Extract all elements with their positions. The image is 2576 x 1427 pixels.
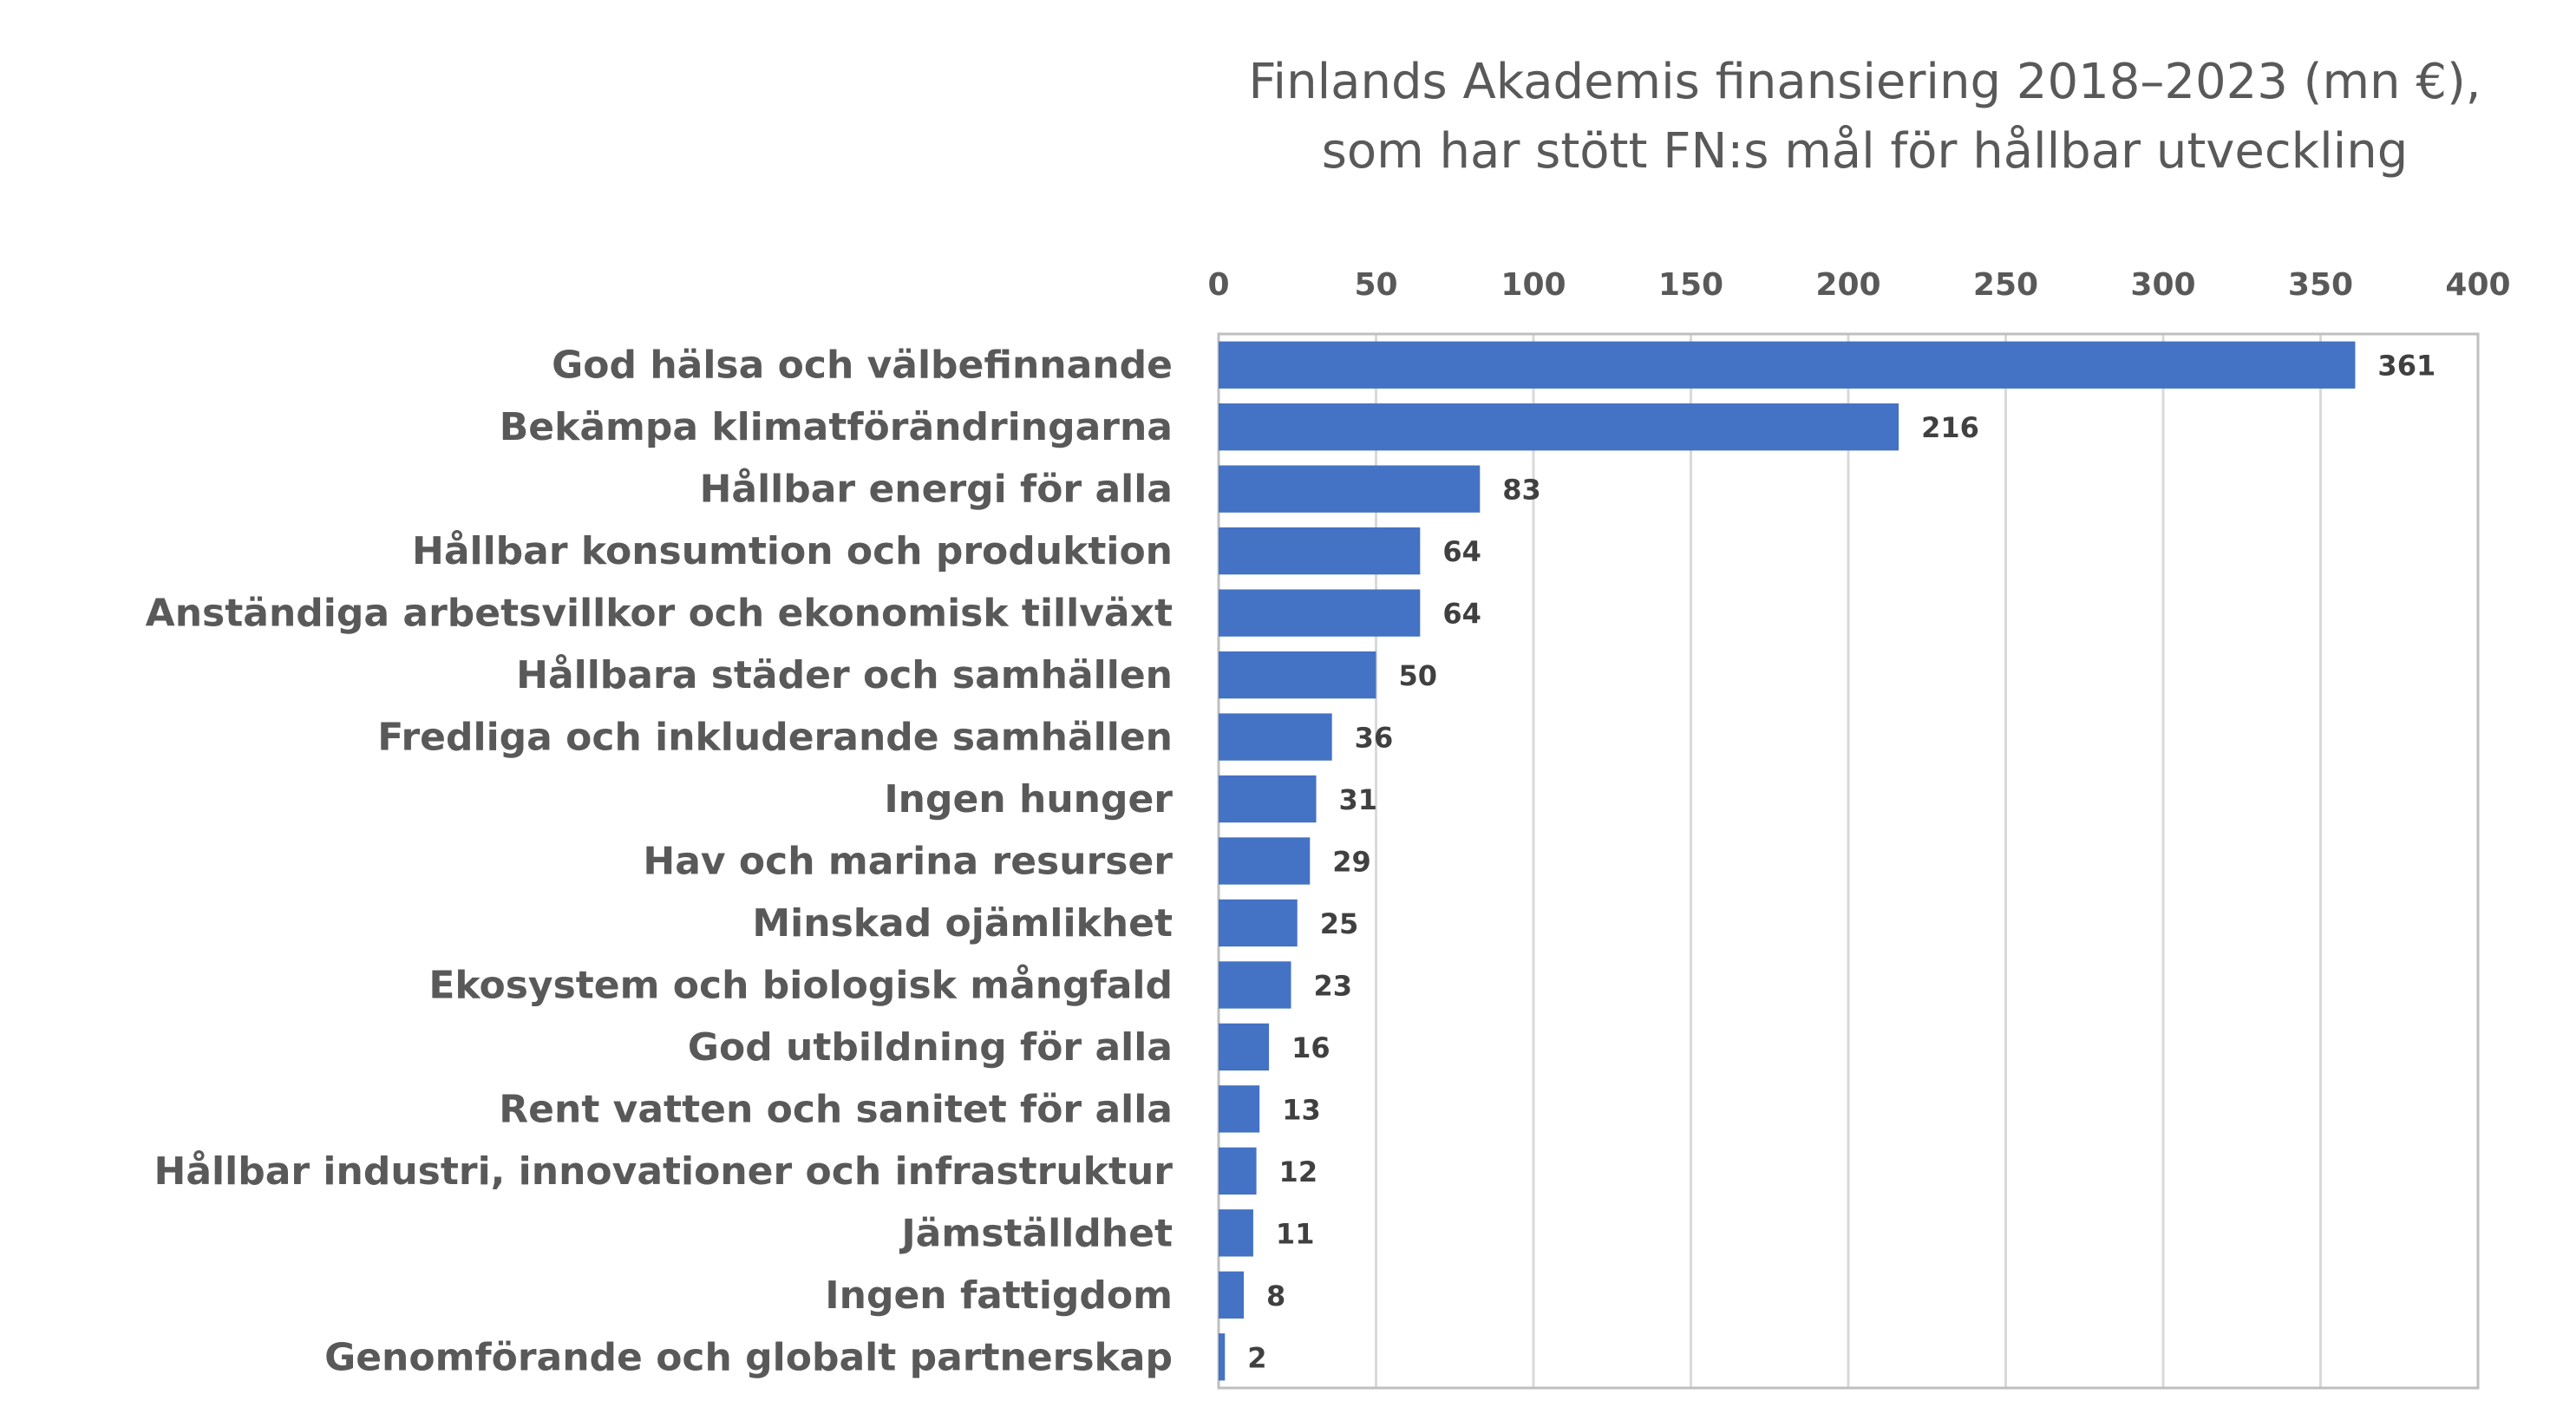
category-label: Anständiga arbetsvillkor och ekonomisk t… [146,592,1173,636]
category-label: Hållbar energi för alla [700,468,1173,512]
data-label: 12 [1279,1155,1318,1188]
data-label: 83 [1502,474,1541,507]
category-label: Ingen hunger [884,777,1173,822]
category-label: Fredliga och inkluderande samhällen [377,716,1173,760]
x-tick-label: 50 [1354,267,1397,303]
category-label: Jämställdhet [899,1211,1173,1255]
gridlines [1217,334,2480,1388]
data-label: 23 [1313,969,1352,1002]
data-label: 11 [1276,1217,1315,1250]
bar [1219,527,1421,575]
x-tick-label: 200 [1815,267,1880,303]
category-labels: God hälsa och välbefinnande Bekämpa klima… [146,344,1174,1380]
bar [1219,775,1317,823]
data-label: 64 [1442,535,1481,568]
category-label: Rent vatten och sanitet för alla [499,1087,1173,1131]
x-tick-label: 350 [2288,267,2353,303]
data-label: 50 [1399,659,1438,692]
category-label: God utbildning för alla [688,1025,1173,1070]
data-label: 361 [2377,350,2435,383]
bar [1219,1147,1257,1195]
bar [1219,651,1376,699]
data-label: 25 [1320,907,1359,940]
x-tick-label: 150 [1658,267,1723,303]
category-label: Hållbar konsumtion och produktion [412,529,1173,573]
bar [1219,713,1332,761]
data-label: 216 [1921,411,1979,444]
category-label: Hållbar industri, innovationer och infra… [154,1149,1174,1194]
category-label: Minskad ojämlikhet [752,901,1173,946]
x-tick-label: 250 [1973,267,2038,303]
category-label: Ingen fattigdom [825,1273,1173,1318]
data-label: 2 [1247,1341,1266,1374]
bar [1219,341,2356,389]
bar [1219,589,1421,637]
bar [1219,1271,1245,1319]
bar [1219,837,1311,885]
x-tick-label: 400 [2445,267,2510,303]
category-label: Bekämpa klimatförändringarna [500,405,1173,449]
data-label: 16 [1291,1031,1330,1064]
category-label: Hav och marina resurser [643,840,1173,884]
bar [1219,961,1291,1009]
chart-title: Finlands Akademis finansiering 2018–2023… [1248,54,2481,110]
data-label: 64 [1442,598,1481,631]
x-tick-label: 300 [2130,267,2195,303]
category-label: God hälsa och välbefinnande [552,344,1173,388]
category-label: Ekosystem och biologisk mångfald [428,963,1173,1007]
x-tick-label: 0 [1207,267,1229,303]
bars [1219,341,2356,1381]
data-label: 13 [1282,1093,1321,1126]
x-tick-label: 100 [1500,267,1566,303]
bar [1219,1085,1260,1133]
data-label: 31 [1339,783,1378,816]
chart-subtitle: som har stött FN:s mål för hållbar utvec… [1321,123,2409,180]
bar [1219,465,1481,513]
data-label: 29 [1332,846,1371,879]
bar [1219,1209,1253,1257]
bar [1219,1333,1226,1381]
data-label: 8 [1266,1280,1285,1312]
x-axis-ticks: 0 50 100 150 200 250 300 350 400 [1207,267,2510,303]
category-label: Genomförande och globalt partnerskap [324,1335,1173,1379]
data-label: 36 [1355,722,1394,755]
bar [1219,403,1899,451]
bar [1219,899,1298,947]
category-label: Hållbara städer och samhällen [516,653,1173,697]
bar [1219,1023,1270,1071]
